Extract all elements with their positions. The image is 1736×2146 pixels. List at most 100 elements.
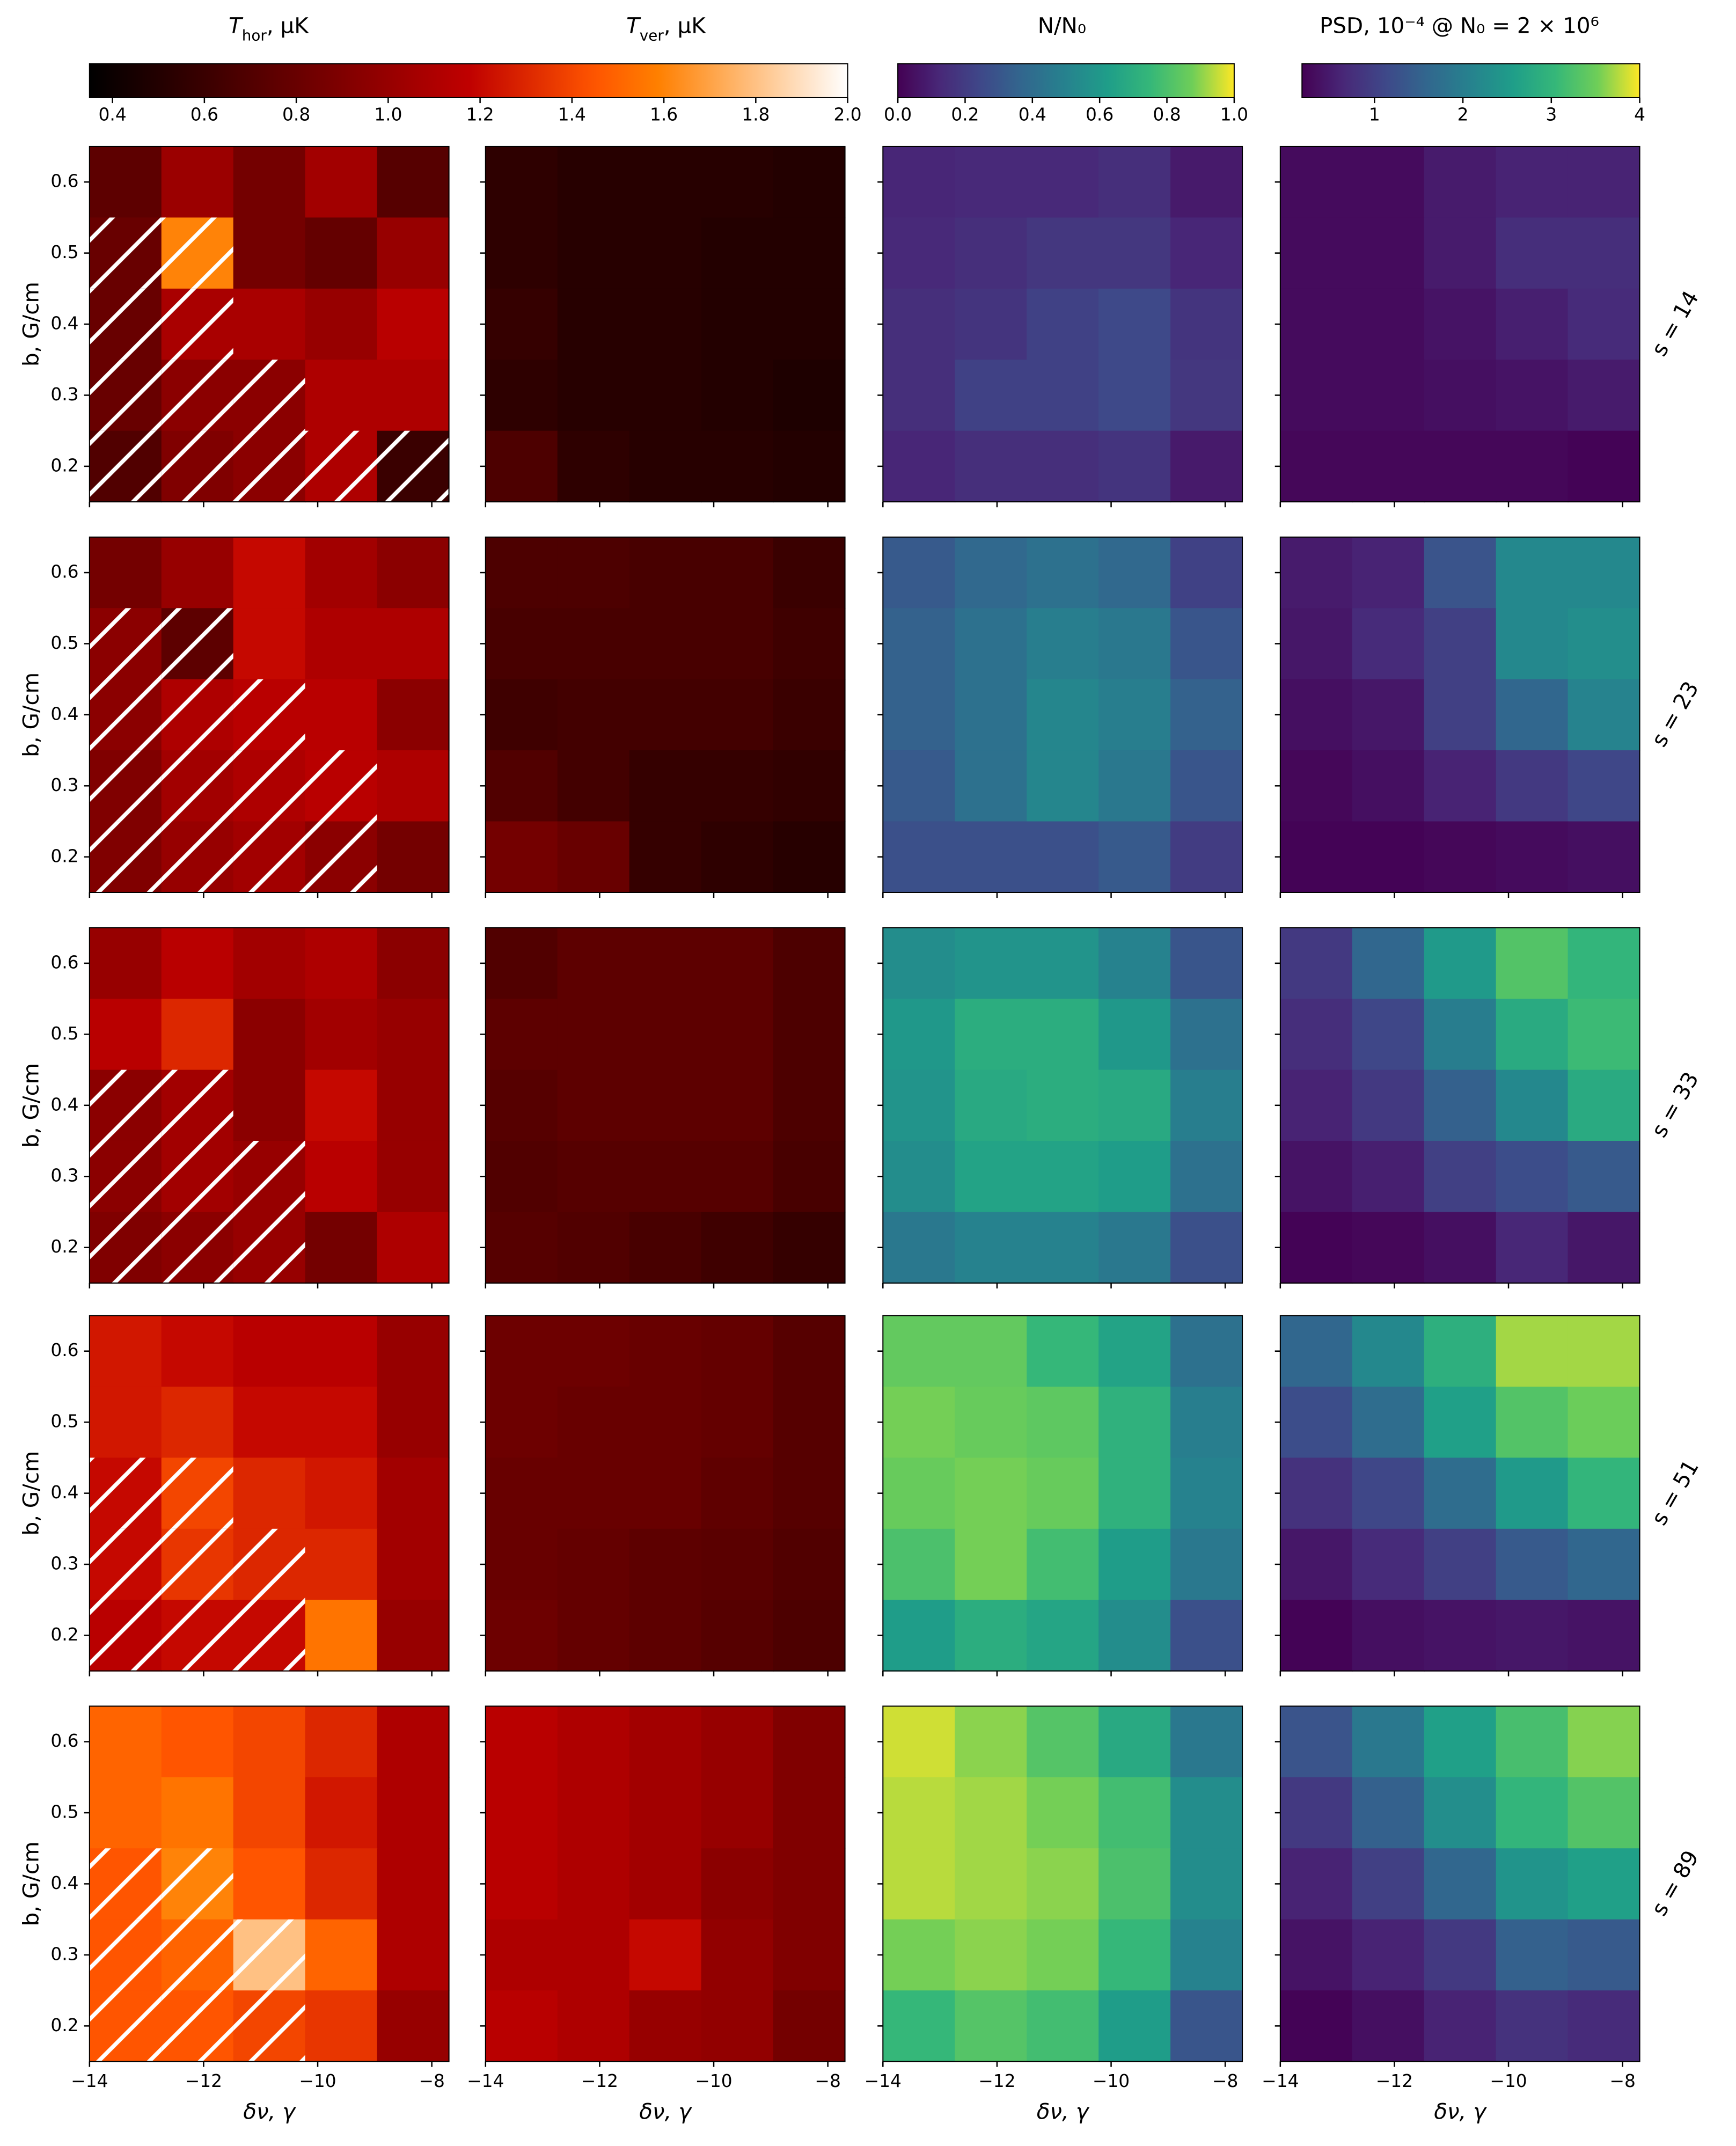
heat-cell [233,1315,306,1387]
heat-cell [161,537,234,609]
heat-cell [1280,1457,1353,1529]
colorbar-tick-label: 2 [1457,104,1469,124]
heat-cell [1567,430,1640,503]
heat-cell [305,1528,378,1601]
heat-cell [1424,1600,1497,1672]
colorbar-tick-label: 0.6 [1086,104,1114,124]
heat-cell [629,430,702,503]
heat-cell [1280,360,1353,431]
heat-cell [1496,679,1569,751]
heat-cell [1027,821,1100,893]
heat-cell [629,217,702,289]
colorbar-tick-label: 1.6 [650,104,678,124]
heat-cell [1424,1212,1497,1284]
heat-cell [883,430,956,503]
heat-cell [1352,1457,1425,1529]
colorbar-tick-label: 2.0 [833,104,861,124]
heat-cell [305,360,378,431]
heat-cell [629,1600,702,1672]
heat-cell [485,1140,558,1213]
heat-cell [1170,1140,1243,1213]
heat-cell [1170,608,1243,680]
heat-cell [557,217,630,289]
heat-cell [1424,927,1497,1000]
heat-cell [1567,1848,1640,1920]
colorbar-tick-label: 1.0 [374,104,402,124]
heat-cell [1352,1600,1425,1672]
heat-cell [883,1706,956,1778]
heat-cell [1027,1848,1100,1920]
heat-cell [1170,1848,1243,1920]
heat-cell [1098,537,1171,609]
heat-cell [377,1457,450,1529]
heat-cell [1352,146,1425,218]
heat-cell [377,146,450,218]
heat-cell [557,1140,630,1213]
heat-cell [557,679,630,751]
heat-cell [1567,1919,1640,1991]
heat-cell [629,1070,702,1142]
heat-cell [377,1528,450,1601]
y-tick-label: 0.5 [50,242,78,262]
heat-cell [485,1600,558,1672]
heat-cell [557,360,630,431]
heat-cell [1098,1315,1171,1387]
heat-cell [1170,1070,1243,1142]
x-tick-label: −14 [865,2071,902,2091]
colorbar-tick-label: 1.4 [558,104,586,124]
heat-cell [1280,1600,1353,1672]
heat-cell [1352,1140,1425,1213]
heat-cell [1352,927,1425,1000]
heat-cell [1280,750,1353,822]
heat-cell [773,999,846,1071]
heat-cell [629,1315,702,1387]
heat-cell [1424,1386,1497,1459]
heat-cell [629,1990,702,2062]
y-tick-label: 0.6 [50,562,78,582]
y-tick-label: 0.2 [50,2015,78,2035]
heat-cell [557,146,630,218]
heat-cell [773,927,846,1000]
hatch [161,217,233,289]
heat-cell [1567,1212,1640,1284]
heat-cell [1424,217,1497,289]
x-tick-label: −12 [185,2071,222,2091]
colorbar-tick-label: 1.2 [466,104,494,124]
hatch [233,1140,305,1212]
heat-cell [1280,608,1353,680]
y-tick-label: 0.4 [50,704,78,724]
heat-cell [557,1706,630,1778]
heat-cell [955,999,1028,1071]
y-tick-label: 0.6 [50,171,78,192]
heat-cell [955,927,1028,1000]
x-tick-label: −14 [467,2071,504,2091]
heat-cell [305,1919,378,1991]
heat-cell [1098,217,1171,289]
heat-cell [557,1315,630,1387]
heat-cell [1496,750,1569,822]
heat-cell [89,1315,162,1387]
heat-cell [883,1600,956,1672]
heat-cell [701,1848,774,1920]
heat-cell [1280,1919,1353,1991]
heat-cell [1098,1528,1171,1601]
heat-cell [485,1457,558,1529]
heat-cell [629,750,702,822]
x-tick-label: −14 [71,2071,108,2091]
heat-cell [883,608,956,680]
heat-cell [1098,1848,1171,1920]
heat-cell [883,750,956,822]
hatch [161,1070,233,1141]
heat-cell [1027,537,1100,609]
heat-cell [701,1990,774,2062]
heat-cell [955,288,1028,361]
hatch [89,679,162,751]
heat-cell [883,1212,956,1284]
heat-cell [955,1848,1028,1920]
heat-cell [1170,821,1243,893]
heat-cell [1424,146,1497,218]
y-tick-label: 0.3 [50,384,78,405]
hatch [89,1528,162,1600]
heat-cell [161,1386,234,1459]
heat-cell [1352,1386,1425,1459]
